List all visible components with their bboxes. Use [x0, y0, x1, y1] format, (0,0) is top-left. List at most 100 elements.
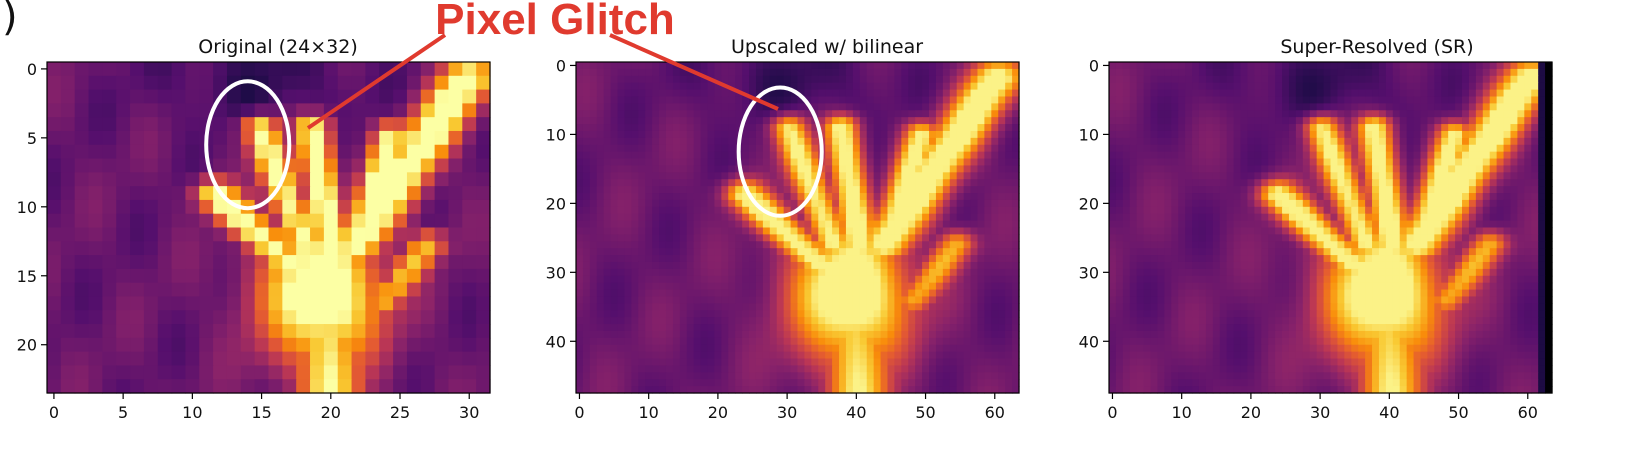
heatmap-cell	[213, 337, 228, 353]
heatmap-cell	[254, 130, 270, 146]
heatmap-cell	[1316, 75, 1325, 84]
heatmap-cell	[379, 89, 394, 104]
heatmap-cell	[130, 296, 145, 311]
heatmap-cell	[1275, 137, 1283, 146]
heatmap-cell	[1295, 158, 1304, 167]
heatmap-cell	[1503, 165, 1512, 173]
heatmap-cell	[1282, 117, 1290, 125]
heatmap-cell	[1275, 82, 1283, 91]
heatmap-cell	[1406, 172, 1415, 180]
heatmap-cell	[963, 234, 972, 242]
heatmap-cell	[603, 62, 612, 70]
heatmap-cell	[845, 337, 854, 346]
heatmap-cell	[47, 282, 62, 298]
heatmap-cell	[852, 96, 861, 104]
heatmap-cell	[652, 289, 660, 298]
heatmap-cell	[1482, 110, 1491, 118]
heatmap-cell	[645, 124, 653, 132]
heatmap-cell	[610, 206, 619, 215]
heatmap-cell	[1468, 151, 1477, 160]
heatmap-cell	[915, 110, 923, 118]
heatmap-cell	[631, 268, 639, 277]
heatmap-cell	[742, 193, 750, 201]
heatmap-cell	[582, 365, 591, 373]
heatmap-cell	[935, 324, 944, 332]
heatmap-cell	[693, 282, 702, 291]
heatmap-cell	[908, 372, 916, 380]
heatmap-cell	[783, 172, 792, 180]
heatmap-cell	[755, 303, 764, 311]
heatmap-cell	[894, 227, 902, 235]
heatmap-cell	[296, 62, 311, 77]
heatmap-cell	[825, 137, 833, 146]
heatmap-cell	[887, 358, 895, 367]
heatmap-cell	[171, 282, 187, 298]
heatmap-cell	[776, 386, 785, 394]
heatmap-cell	[1136, 151, 1145, 160]
heatmap-cell	[818, 268, 826, 277]
heatmap-cell	[700, 172, 709, 180]
heatmap-cell	[686, 324, 695, 332]
heatmap-cell	[462, 296, 477, 311]
heatmap-cell	[1254, 158, 1262, 167]
heatmap-cell	[845, 193, 854, 201]
heatmap-cell	[60, 130, 76, 146]
heatmap-cell	[603, 137, 612, 146]
heatmap-cell	[672, 379, 681, 387]
heatmap-cell	[157, 255, 173, 270]
heatmap-cell	[672, 241, 681, 249]
heatmap-cell	[47, 324, 62, 339]
heatmap-cell	[935, 337, 944, 346]
heatmap-cell	[783, 255, 792, 263]
heatmap-cell	[769, 206, 778, 215]
heatmap-cell	[935, 213, 944, 222]
heatmap-cell	[728, 199, 736, 208]
heatmap-cell	[88, 255, 103, 270]
heatmap-cell	[665, 330, 674, 339]
heatmap-cell	[790, 165, 799, 173]
heatmap-cell	[845, 96, 854, 104]
heatmap-cell	[610, 213, 619, 222]
heatmap-cell	[977, 75, 985, 84]
heatmap-cell	[1005, 103, 1013, 111]
heatmap-cell	[226, 172, 242, 187]
heatmap-cell	[797, 82, 806, 91]
heatmap-cell	[949, 165, 958, 173]
heatmap-cell	[624, 124, 632, 132]
heatmap-cell	[755, 255, 764, 263]
heatmap-cell	[603, 379, 612, 387]
heatmap-cell	[991, 110, 999, 118]
heatmap-cell	[1005, 344, 1013, 353]
heatmap-cell	[776, 289, 785, 298]
heatmap-cell	[1455, 82, 1463, 91]
heatmap-cell	[226, 365, 242, 380]
heatmap-cell	[1524, 117, 1532, 125]
heatmap-cell	[852, 296, 861, 304]
heatmap-cell	[991, 117, 999, 125]
heatmap-cell	[665, 117, 674, 125]
heatmap-cell	[984, 248, 992, 256]
heatmap-cell	[956, 110, 965, 118]
heatmap-cell	[949, 310, 958, 318]
heatmap-cell	[797, 172, 806, 180]
heatmap-cell	[1427, 82, 1435, 91]
heatmap-cell	[887, 317, 895, 325]
heatmap-cell	[1205, 62, 1214, 70]
heatmap-cell	[576, 96, 584, 104]
heatmap-cell	[915, 62, 923, 70]
heatmap-cell	[672, 89, 681, 98]
heatmap-cell	[721, 330, 729, 339]
heatmap-cell	[707, 96, 716, 104]
heatmap-cell	[1136, 117, 1145, 125]
heatmap-cell	[887, 124, 895, 132]
heatmap-cell	[970, 193, 979, 201]
heatmap-cell	[776, 303, 785, 311]
heatmap-cell	[797, 282, 806, 291]
heatmap-cell	[638, 372, 646, 380]
heatmap-cell	[1012, 289, 1020, 298]
heatmap-cell	[832, 193, 840, 201]
heatmap-cell	[956, 330, 965, 339]
heatmap-cell	[1365, 110, 1373, 118]
heatmap-cell	[589, 310, 598, 318]
heatmap-cell	[984, 261, 992, 270]
